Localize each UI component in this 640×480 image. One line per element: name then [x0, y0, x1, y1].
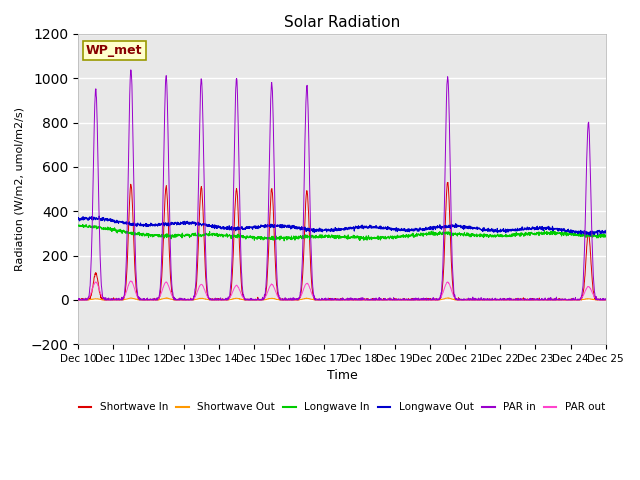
Legend: Shortwave In, Shortwave Out, Longwave In, Longwave Out, PAR in, PAR out: Shortwave In, Shortwave Out, Longwave In… [75, 398, 609, 417]
Text: WP_met: WP_met [86, 44, 143, 57]
Title: Solar Radiation: Solar Radiation [284, 15, 400, 30]
X-axis label: Time: Time [326, 370, 357, 383]
Y-axis label: Radiation (W/m2, umol/m2/s): Radiation (W/m2, umol/m2/s) [15, 107, 25, 271]
